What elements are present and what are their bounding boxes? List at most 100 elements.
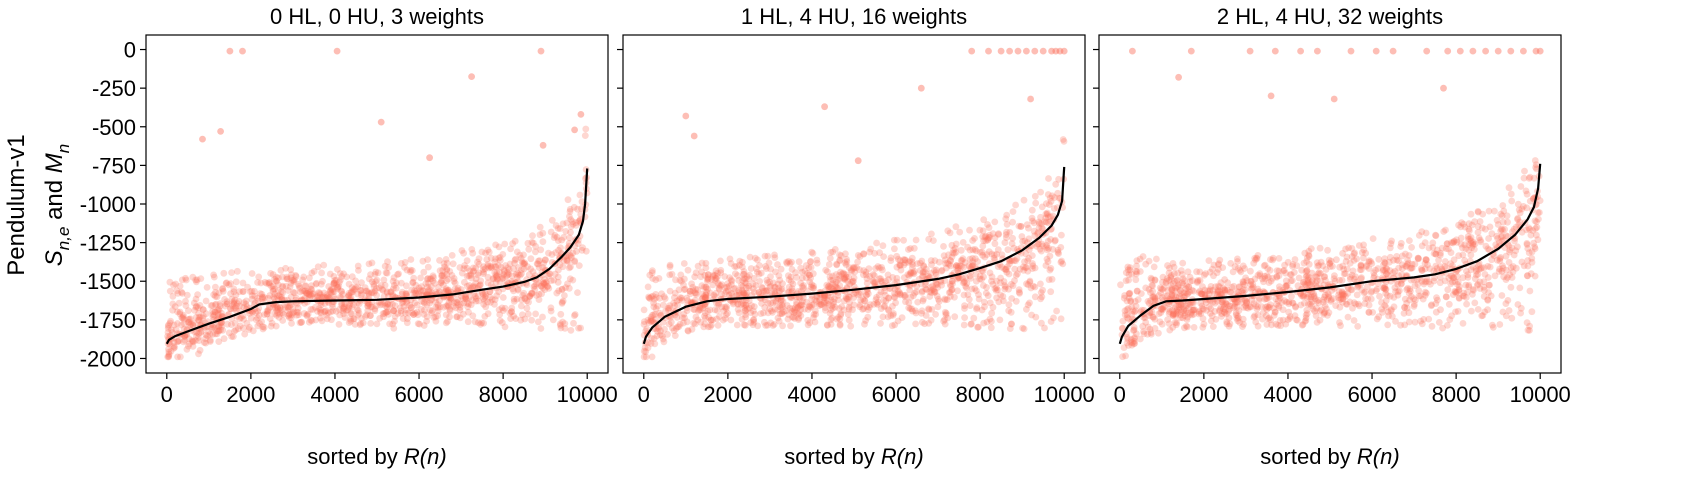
data-point (1037, 280, 1044, 288)
data-point (764, 252, 772, 260)
data-point (1147, 330, 1155, 338)
data-point (971, 255, 979, 263)
data-point (1057, 244, 1065, 251)
data-point (942, 311, 950, 319)
data-point (1032, 313, 1040, 321)
data-point (910, 268, 918, 275)
data-point (1174, 269, 1181, 277)
data-point (414, 311, 422, 319)
data-point (984, 292, 992, 300)
data-point (933, 281, 941, 288)
data-point (1231, 300, 1239, 307)
data-point (1475, 234, 1483, 242)
data-point (810, 282, 817, 290)
data-point (554, 237, 562, 245)
data-point (480, 301, 488, 308)
data-point (775, 272, 783, 279)
data-point (824, 322, 831, 329)
data-point (202, 310, 210, 318)
data-point (842, 250, 849, 258)
data-point (708, 321, 715, 329)
y-tick-label: -1250 (80, 231, 136, 256)
data-point (666, 271, 674, 279)
data-point (368, 259, 376, 267)
data-point (1365, 309, 1373, 316)
data-point (442, 311, 450, 319)
data-point (757, 310, 765, 317)
data-point (807, 264, 815, 271)
data-point (720, 307, 727, 315)
data-point (195, 337, 203, 344)
data-point (1523, 204, 1531, 212)
data-point (287, 266, 295, 274)
data-point (797, 301, 805, 309)
data-point (436, 267, 444, 275)
data-point (1254, 252, 1262, 259)
data-point (241, 330, 249, 338)
data-point (750, 274, 758, 282)
data-point (743, 284, 750, 292)
data-point (317, 280, 325, 288)
data-point (998, 263, 1006, 271)
data-point (260, 324, 268, 331)
data-point (1208, 312, 1216, 320)
data-point (909, 261, 916, 268)
data-point (775, 287, 783, 295)
data-point (493, 272, 501, 280)
data-point (1523, 319, 1531, 326)
data-point (348, 284, 356, 291)
data-point (1277, 322, 1284, 330)
data-point (1022, 264, 1029, 272)
data-point (745, 284, 753, 292)
data-point (860, 271, 867, 279)
data-point (746, 253, 754, 261)
data-point (920, 268, 927, 276)
data-point (806, 278, 814, 286)
data-point (707, 316, 715, 324)
data-point (769, 309, 776, 316)
data-point (716, 313, 723, 320)
data-point (950, 246, 957, 254)
data-point (297, 318, 305, 326)
data-point (541, 276, 549, 283)
data-point (1005, 285, 1012, 293)
data-point (220, 269, 228, 277)
data-point (994, 246, 1002, 254)
data-point (659, 335, 667, 343)
data-point (1343, 253, 1351, 261)
data-point (1325, 292, 1333, 299)
data-point (563, 257, 571, 265)
data-point (690, 305, 697, 313)
data-point (738, 315, 746, 323)
data-point (1180, 305, 1188, 313)
data-point (885, 294, 893, 302)
data-point (408, 267, 416, 274)
data-point (672, 276, 679, 284)
data-point (256, 320, 263, 327)
data-point (572, 222, 580, 229)
data-point (1251, 275, 1259, 283)
data-point (252, 309, 259, 317)
data-point (438, 272, 445, 280)
data-point (774, 261, 781, 268)
data-point (285, 312, 292, 320)
data-point (358, 291, 365, 299)
data-point (1498, 292, 1506, 299)
data-point (562, 228, 570, 235)
data-point (355, 300, 363, 308)
data-point (809, 249, 817, 257)
data-point (248, 270, 256, 277)
data-point (168, 329, 176, 336)
data-point (1282, 269, 1289, 277)
data-point (195, 314, 203, 321)
data-point (1009, 208, 1017, 216)
data-point (268, 283, 275, 290)
data-point (418, 306, 425, 313)
data-point (974, 323, 981, 331)
data-point (1236, 267, 1244, 274)
data-point (853, 264, 860, 271)
data-point (364, 307, 372, 314)
data-point (753, 268, 761, 276)
data-point (561, 320, 569, 327)
data-point (539, 278, 547, 286)
